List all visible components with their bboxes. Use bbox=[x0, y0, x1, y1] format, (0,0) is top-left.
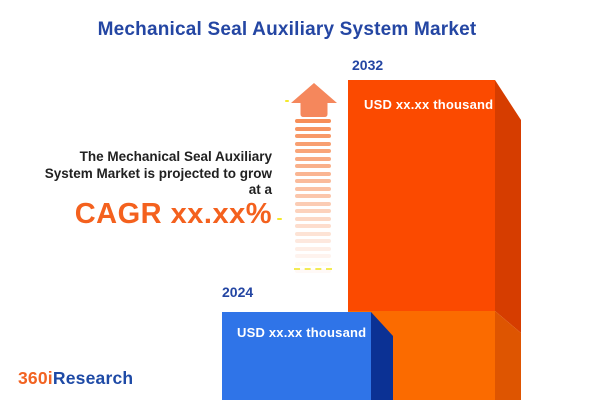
cagr-value: CAGR xx.xx% bbox=[74, 197, 272, 230]
arrow-stripe bbox=[295, 201, 331, 206]
arrow-stripe bbox=[295, 269, 331, 273]
arrow-stripe bbox=[295, 246, 331, 251]
bar-2032-front-top bbox=[348, 80, 495, 311]
arrow-stripe bbox=[295, 141, 331, 146]
bar-2024-front bbox=[222, 312, 371, 400]
annotation-line-2: System Market is projected to grow bbox=[44, 165, 272, 181]
arrow-stripe bbox=[295, 156, 331, 161]
arrow-stripe bbox=[295, 179, 331, 183]
arrow-stripe bbox=[295, 239, 331, 243]
arrow-stripe bbox=[295, 231, 331, 236]
yellow-dash-artifact bbox=[294, 268, 332, 270]
logo-part-orange: 360i bbox=[18, 368, 53, 388]
bar-2032-side-top bbox=[495, 80, 521, 333]
arrow-stripe bbox=[295, 164, 331, 168]
page-title: Mechanical Seal Auxiliary System Market bbox=[97, 19, 477, 40]
arrow-stripe bbox=[295, 254, 331, 258]
annotation-line-3: at a bbox=[248, 182, 272, 197]
arrow-stripe bbox=[295, 194, 331, 198]
yellow-dot-artifact bbox=[277, 218, 282, 220]
arrow-stripe bbox=[295, 134, 331, 138]
yellow-dot-artifact bbox=[285, 100, 289, 102]
brand-logo: 360iResearch bbox=[18, 368, 133, 389]
bar-2024-value: USD xx.xx thousand bbox=[237, 325, 367, 340]
bar-2032-value: USD xx.xx thousand bbox=[364, 97, 494, 112]
growth-annotation: The Mechanical Seal Auxiliary System Mar… bbox=[18, 149, 272, 230]
growth-arrow-icon bbox=[291, 83, 337, 117]
arrow-stripe bbox=[295, 126, 331, 131]
bar-2024-year-label: 2024 bbox=[222, 284, 254, 300]
arrow-stripe bbox=[295, 119, 331, 123]
bar-2024: USD xx.xx thousand bbox=[222, 312, 393, 400]
arrow-stripe bbox=[295, 261, 331, 266]
bar-2032-year-label: 2032 bbox=[352, 57, 384, 73]
arrow-stripes bbox=[295, 119, 331, 277]
arrow-stripe bbox=[295, 209, 331, 213]
annotation-line-1: The Mechanical Seal Auxiliary bbox=[79, 149, 272, 164]
logo-part-blue: Research bbox=[52, 368, 134, 388]
arrow-stripe bbox=[295, 186, 331, 191]
arrow-stripe bbox=[295, 216, 331, 221]
arrow-stripe bbox=[295, 149, 331, 153]
arrow-stripe bbox=[295, 171, 331, 176]
bar-2032: USD xx.xx thousand bbox=[348, 80, 521, 400]
bar-2024-side bbox=[371, 312, 393, 400]
arrow-stripe bbox=[295, 224, 331, 228]
